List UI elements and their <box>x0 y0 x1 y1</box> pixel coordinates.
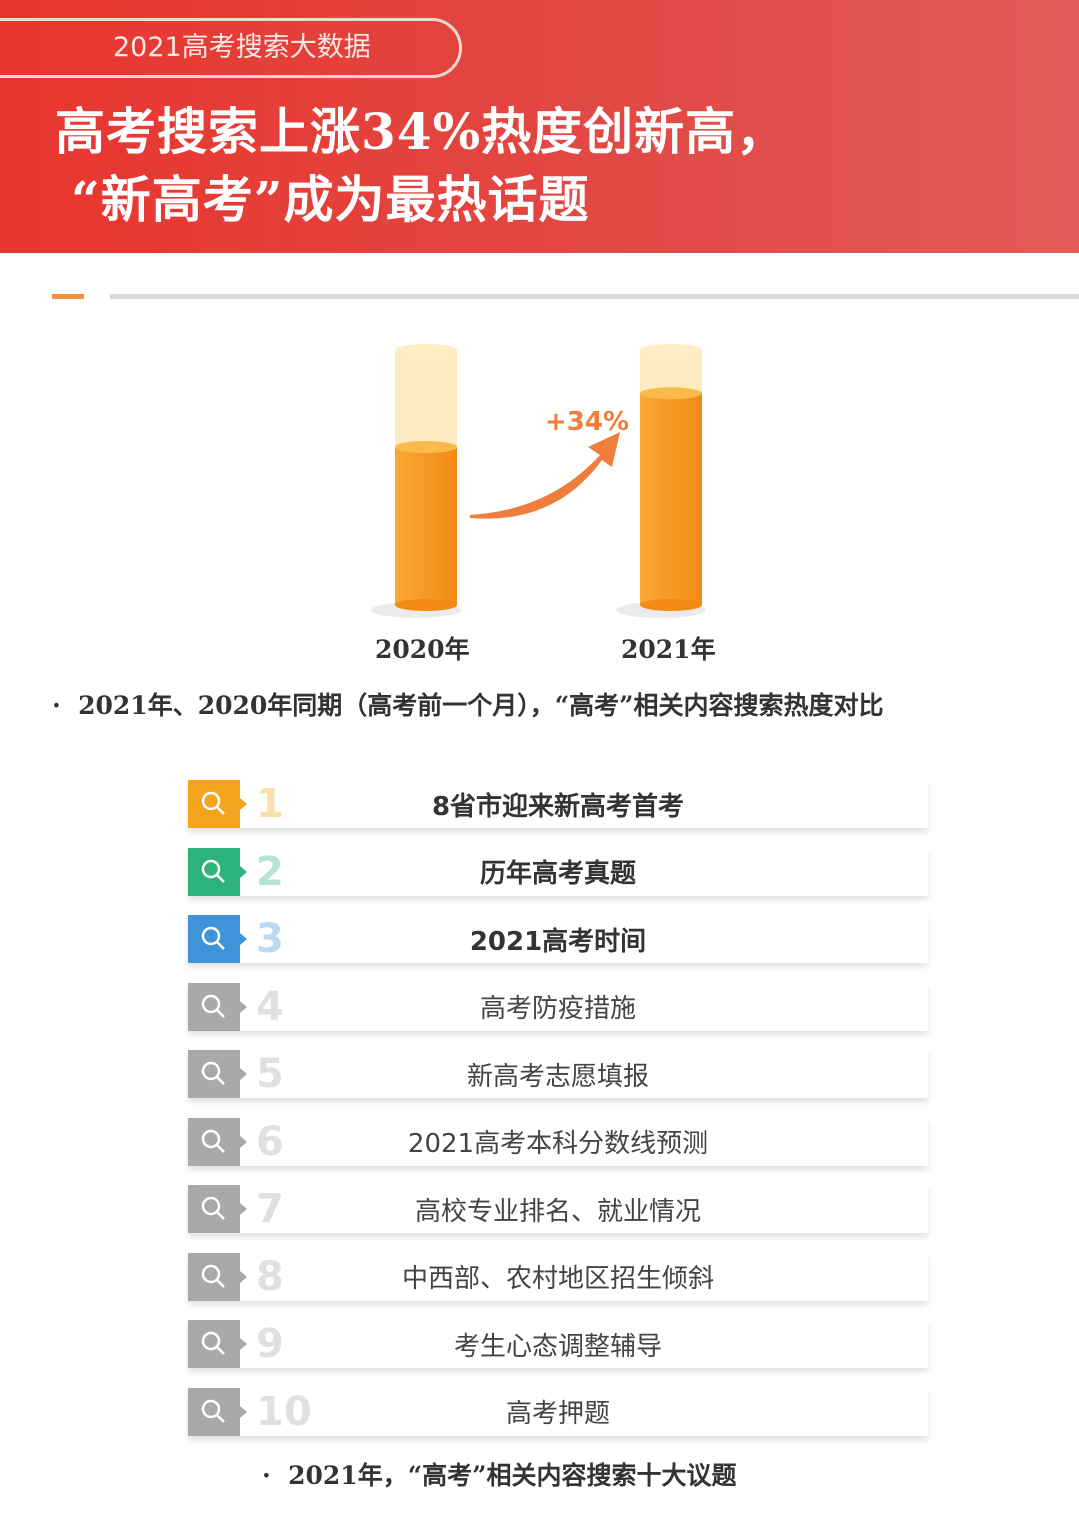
search-icon <box>188 1320 247 1368</box>
bar-top <box>640 387 702 400</box>
title-line-2: “新高考”成为最热话题 <box>71 170 590 229</box>
rank-number: 4 <box>256 983 284 1030</box>
rank-number: 5 <box>256 1051 284 1097</box>
topic-label: 中西部、农村地区招生倾斜 <box>401 1264 714 1294</box>
x-tick-2021: 2021年 <box>621 635 716 664</box>
list-caption: · 2021年，“高考”相关内容搜索十大议题 <box>262 1461 737 1490</box>
x-tick-2020: 2020年 <box>375 635 470 664</box>
chart-caption-text: 2021年、2020年同期（高考前一个月），“高考”相关内容搜索热度对比 <box>78 691 884 720</box>
topic-label: 2021高考时间 <box>469 926 647 957</box>
list-item[interactable]: 1 8省市迎来新高考首考 <box>188 780 928 828</box>
header-tag: 2021高考搜索大数据 <box>0 18 462 78</box>
search-icon <box>188 1185 247 1233</box>
topic-label: 考生心态调整辅导 <box>453 1331 662 1362</box>
bar-top <box>395 441 457 454</box>
divider <box>110 294 1079 299</box>
list-item[interactable]: 4 高考防疫措施 <box>188 982 928 1031</box>
divider-accent <box>52 294 84 299</box>
search-icon <box>188 1252 247 1301</box>
topic-label: 高校专业排名、就业情况 <box>414 1196 701 1227</box>
topic-label: 8省市迎来新高考首考 <box>431 791 685 822</box>
search-icon <box>188 780 247 828</box>
search-icon <box>188 1117 247 1166</box>
search-icon <box>188 1050 247 1098</box>
search-icon <box>188 847 247 896</box>
topic-label: 新高考志愿填报 <box>466 1061 649 1092</box>
rank-number: 2 <box>256 848 284 895</box>
list-item[interactable]: 8 中西部、农村地区招生倾斜 <box>188 1252 928 1301</box>
header-banner: 2021高考搜索大数据 高考搜索上涨34%热度创新高， “新高考”成为最热话题 <box>0 0 1079 253</box>
bar-tube-top <box>395 344 457 356</box>
list-item[interactable]: 10 高考押题 <box>188 1387 928 1436</box>
rank-number: 6 <box>256 1118 284 1165</box>
rank-number: 10 <box>256 1388 312 1435</box>
chart-caption: · 2021年、2020年同期（高考前一个月），“高考”相关内容搜索热度对比 <box>52 691 884 720</box>
topic-label: 历年高考真题 <box>479 859 636 889</box>
search-icon <box>188 1387 247 1436</box>
topic-list: 1 8省市迎来新高考首考 2 历年高考真题 3 2021高考时间 4 高考防疫措… <box>188 780 928 1455</box>
title-line-1: 高考搜索上涨34%热度创新高， <box>55 102 788 161</box>
search-icon <box>188 982 247 1031</box>
page-title: 高考搜索上涨34%热度创新高， “新高考”成为最热话题 <box>55 98 787 234</box>
list-item[interactable]: 5 新高考志愿填报 <box>188 1050 928 1098</box>
search-icon <box>188 915 247 963</box>
rank-number: 8 <box>256 1253 284 1300</box>
rank-number: 1 <box>256 781 284 827</box>
list-item[interactable]: 7 高校专业排名、就业情况 <box>188 1185 928 1233</box>
topic-label: 高考押题 <box>505 1399 610 1429</box>
list-item[interactable]: 2 历年高考真题 <box>188 847 928 896</box>
list-item[interactable]: 6 2021高考本科分数线预测 <box>188 1117 928 1166</box>
growth-label: +34% <box>545 407 629 437</box>
bar-bottom <box>640 599 702 611</box>
bar <box>640 393 702 605</box>
topic-label: 2021高考本科分数线预测 <box>407 1129 709 1159</box>
rank-number: 7 <box>256 1186 284 1232</box>
list-item[interactable]: 3 2021高考时间 <box>188 915 928 963</box>
list-item[interactable]: 9 考生心态调整辅导 <box>188 1320 928 1368</box>
growth-arrow <box>470 432 620 519</box>
bar-tube-top <box>640 344 702 356</box>
rank-number: 3 <box>256 916 284 962</box>
rank-number: 9 <box>256 1321 284 1367</box>
bar-bottom <box>395 599 457 611</box>
topic-label: 高考防疫措施 <box>479 994 636 1024</box>
bar <box>395 447 457 605</box>
list-caption-text: 2021年，“高考”相关内容搜索十大议题 <box>288 1461 737 1490</box>
bar-chart: +34% <box>371 344 706 618</box>
